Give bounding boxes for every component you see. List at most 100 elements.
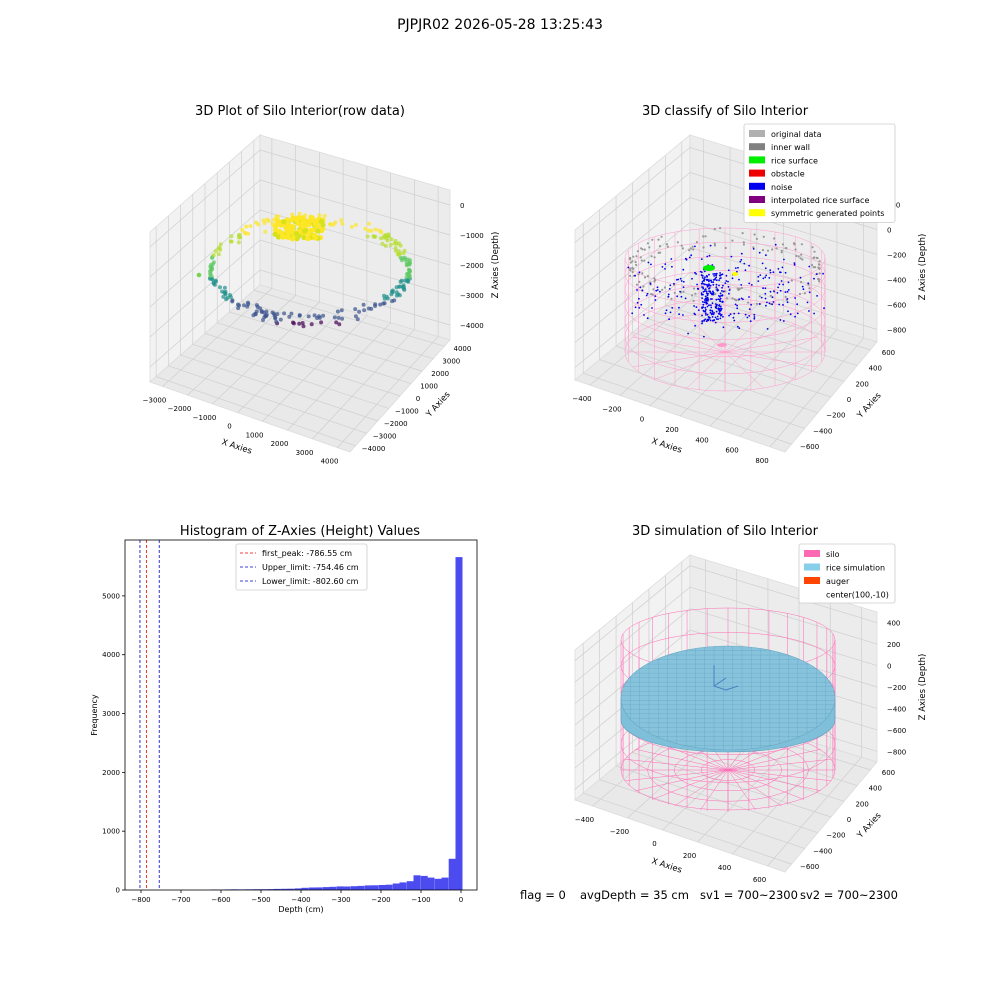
legend-swatch — [749, 143, 765, 151]
depth-histogram: −800 −700 −600 −500 −400 −300 −200 −100 0 0 1000 20… — [90, 539, 478, 914]
noise-point — [723, 290, 725, 293]
noise-point — [710, 313, 713, 315]
noise-point — [749, 320, 752, 323]
noise-point — [738, 298, 741, 301]
noise-point — [769, 271, 772, 274]
grid-line — [574, 586, 878, 683]
inner-wall-point — [713, 244, 717, 247]
noise-point — [703, 319, 705, 322]
x-axis-label: Depth (cm) — [278, 905, 323, 914]
inner-wall-point — [652, 288, 655, 291]
rice-simulation-surface — [620, 645, 836, 751]
legend-label: auger — [826, 577, 850, 586]
y-tick-label: 400 — [869, 365, 882, 373]
noise-point — [813, 277, 815, 280]
noise-point — [690, 254, 693, 257]
panel1-title: 3D Plot of Silo Interior(row data) — [195, 104, 405, 119]
noise-point — [712, 292, 715, 294]
noise-point — [678, 313, 680, 316]
noise-point — [802, 288, 805, 291]
plot-frame — [124, 539, 478, 891]
data-point — [196, 272, 202, 278]
noise-point — [651, 307, 653, 309]
x-axis-label: X Axies — [650, 436, 683, 455]
inner-wall-point — [818, 278, 821, 281]
noise-point — [808, 310, 810, 312]
inner-wall-point — [713, 228, 716, 231]
noise-point — [740, 284, 743, 286]
noise-point — [669, 284, 672, 287]
noise-point — [719, 317, 722, 320]
inner-wall-point — [692, 287, 696, 290]
z-axis-label: Z Axies (Depth) — [918, 234, 928, 301]
y-tick-label: −4000 — [362, 445, 386, 453]
noise-point — [634, 274, 636, 277]
noise-point — [806, 301, 809, 304]
noise-point — [793, 263, 796, 266]
inner-wall-point — [753, 233, 756, 236]
noise-point — [678, 306, 680, 309]
noise-point — [703, 270, 706, 273]
inner-wall-point — [818, 267, 821, 270]
noise-point — [701, 297, 703, 299]
noise-point — [700, 274, 703, 276]
data-point — [246, 302, 251, 307]
noise-point — [715, 279, 718, 282]
noise-point — [740, 258, 743, 261]
noise-point — [708, 287, 710, 290]
histogram-bar — [294, 888, 302, 890]
data-point — [313, 221, 319, 227]
noise-point — [710, 306, 713, 309]
data-point — [405, 257, 410, 262]
data-point — [272, 231, 278, 237]
legend-label: original data — [771, 130, 822, 139]
noise-point — [719, 274, 722, 277]
data-point — [337, 322, 342, 327]
inner-wall-point — [810, 263, 814, 267]
grid-line — [204, 333, 401, 397]
inner-wall-point — [724, 290, 727, 293]
data-point — [373, 302, 378, 307]
noise-point — [705, 298, 708, 301]
noise-point — [702, 290, 705, 293]
noise-point — [705, 292, 708, 295]
inner-wall-point — [629, 269, 632, 272]
noise-point — [704, 288, 707, 290]
z-tick-label: 0 — [460, 202, 464, 210]
histogram-bar — [385, 884, 393, 890]
data-point — [406, 271, 411, 276]
y-tick-label: 5000 — [102, 592, 120, 600]
inner-wall-point — [713, 242, 716, 245]
histogram-bar — [315, 887, 323, 890]
noise-point — [748, 296, 750, 298]
noise-point — [655, 289, 658, 292]
inner-wall-point — [650, 255, 653, 258]
noise-point — [796, 303, 799, 306]
inner-wall-point — [762, 235, 765, 238]
noise-point — [709, 284, 712, 287]
y-tick-label: 3000 — [102, 710, 120, 718]
data-point — [230, 299, 235, 304]
noise-point — [708, 280, 710, 283]
silo-wire — [724, 351, 764, 389]
noise-point — [721, 286, 723, 289]
data-point — [396, 292, 401, 297]
y-tick-label: −2000 — [384, 420, 408, 428]
inner-wall-point — [731, 239, 734, 242]
noise-point — [631, 312, 634, 315]
inner-wall-point — [695, 241, 698, 244]
legend-swatch — [749, 169, 765, 177]
noise-point — [768, 277, 771, 279]
data-point — [211, 260, 216, 265]
inner-wall-point — [680, 244, 683, 247]
data-point — [379, 236, 383, 241]
figure-title: PJPJR02 2026-05-28 13:25:43 — [397, 17, 603, 33]
data-point — [281, 219, 287, 225]
noise-point — [711, 311, 714, 313]
noise-point — [706, 318, 709, 321]
data-point — [320, 226, 326, 232]
x-tick-label: −400 — [291, 896, 310, 904]
histogram-bar — [392, 883, 400, 890]
noise-point — [695, 306, 698, 308]
inner-wall-point — [628, 258, 632, 261]
